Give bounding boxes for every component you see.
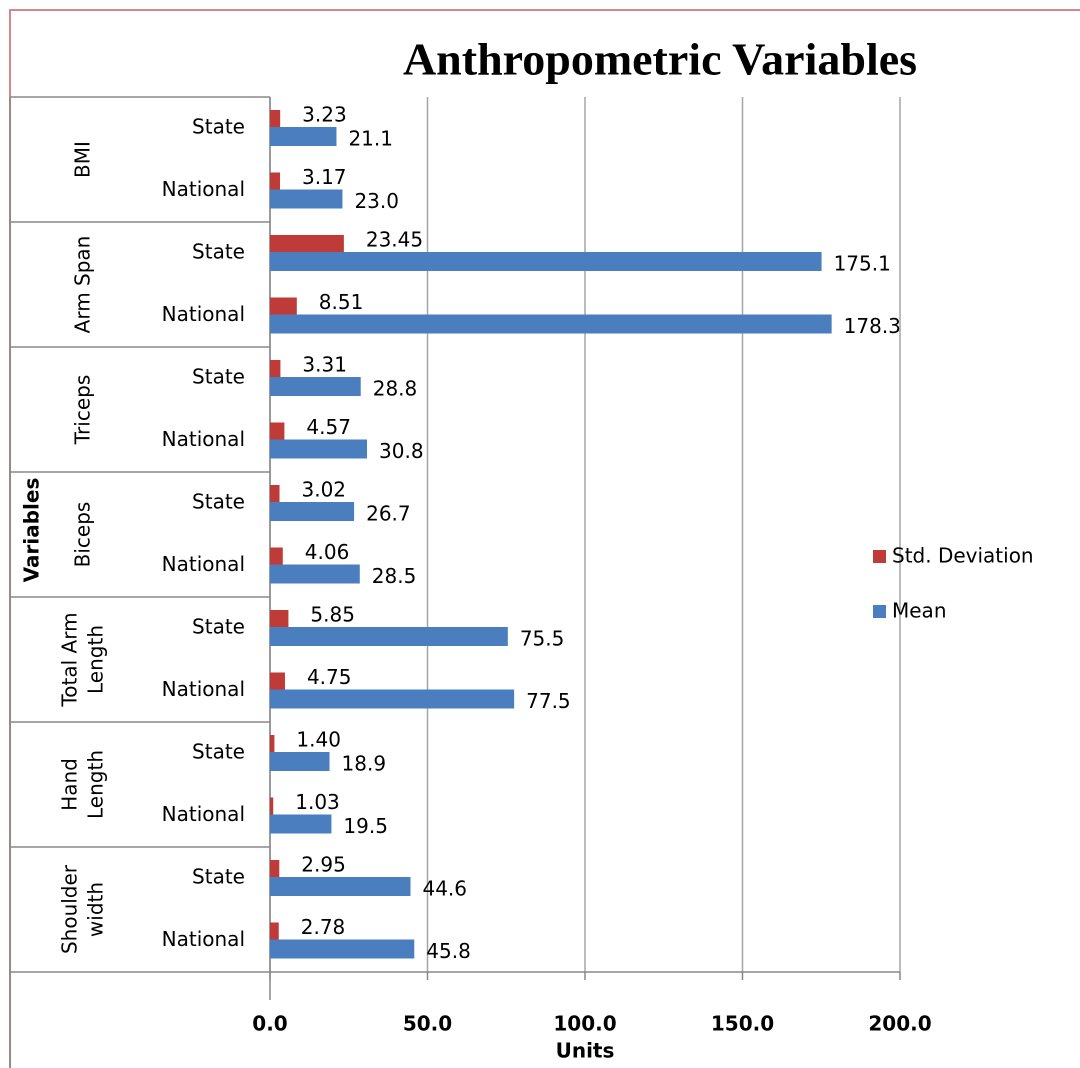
data-label: 30.8 [379, 439, 424, 463]
bar [270, 485, 280, 502]
data-label: 4.57 [306, 415, 351, 439]
bar [270, 297, 297, 315]
group-label: Arm Span [71, 236, 95, 334]
data-label: 3.17 [302, 165, 347, 189]
data-label: 75.5 [520, 627, 565, 651]
bar [270, 547, 283, 565]
data-label: 4.75 [307, 665, 352, 689]
group-label: width [84, 882, 108, 937]
data-label: 4.06 [305, 540, 350, 564]
group-label: BMI [71, 141, 95, 178]
bar [270, 314, 832, 334]
legend-swatch [873, 550, 886, 563]
bar [270, 922, 279, 940]
y-tick-label: State [192, 865, 245, 889]
data-label: 2.78 [301, 915, 346, 939]
data-label: 3.23 [302, 103, 347, 127]
legend-label: Std. Deviation [892, 544, 1034, 568]
bar [270, 189, 343, 209]
y-tick-label: State [192, 490, 245, 514]
data-label: 3.02 [302, 478, 347, 502]
y-tick-label: State [192, 365, 245, 389]
bar [270, 127, 337, 146]
data-label: 19.5 [343, 814, 388, 838]
data-label: 23.0 [354, 189, 399, 213]
bar [270, 439, 368, 459]
bar [270, 797, 274, 815]
y-tick-label: National [162, 427, 245, 451]
data-label: 26.7 [366, 502, 411, 526]
y-tick-label: National [162, 927, 245, 951]
x-tick-label: 200.0 [868, 1012, 931, 1036]
frame [9, 9, 1080, 1068]
x-tick-label: 100.0 [553, 1012, 616, 1036]
y-axis-title: Variables [20, 478, 44, 583]
data-label: 178.3 [844, 314, 901, 338]
data-label: 5.85 [310, 603, 355, 627]
group-label: Length [84, 750, 108, 819]
bar [270, 610, 289, 627]
chart-title: Anthropometric Variables [403, 34, 917, 85]
y-tick-label: State [192, 240, 245, 264]
group-label: Biceps [71, 502, 95, 568]
x-tick-label: 0.0 [252, 1012, 287, 1036]
data-label: 77.5 [526, 689, 571, 713]
y-tick-label: State [192, 115, 245, 139]
bar [270, 814, 332, 834]
y-tick-label: National [162, 302, 245, 326]
group-label: Length [84, 625, 108, 694]
bar [270, 752, 330, 771]
bar [270, 360, 281, 377]
y-tick-label: National [162, 177, 245, 201]
bar [270, 627, 508, 646]
data-label: 28.8 [373, 377, 418, 401]
y-tick-label: State [192, 615, 245, 639]
data-label: 45.8 [426, 939, 471, 963]
legend-label: Mean [892, 599, 947, 623]
bar [270, 172, 280, 190]
group-label: Total Arm [58, 612, 82, 707]
bar [270, 564, 360, 584]
data-label: 18.9 [342, 752, 387, 776]
bar [270, 939, 415, 959]
bar [270, 502, 355, 521]
y-tick-label: National [162, 802, 245, 826]
data-label: 3.31 [302, 353, 347, 377]
legend-swatch [873, 605, 886, 618]
bar [270, 735, 275, 752]
bar [270, 877, 411, 896]
x-tick-label: 50.0 [403, 1012, 452, 1036]
y-tick-label: National [162, 677, 245, 701]
data-label: 175.1 [834, 252, 891, 276]
data-label: 21.1 [348, 127, 393, 151]
y-tick-label: State [192, 740, 245, 764]
data-label: 8.51 [319, 290, 364, 314]
bar [270, 110, 281, 127]
bar [270, 422, 285, 440]
bar [270, 235, 344, 252]
data-label: 23.45 [366, 228, 423, 252]
data-label: 2.95 [301, 853, 346, 877]
x-axis-title: Units [556, 1039, 615, 1063]
bar [270, 252, 822, 271]
group-label: Shoulder [58, 864, 82, 954]
data-label: 28.5 [372, 564, 417, 588]
data-label: 44.6 [422, 877, 467, 901]
y-tick-label: National [162, 552, 245, 576]
bar [270, 860, 280, 877]
data-label: 1.03 [295, 790, 340, 814]
group-label: Hand [58, 758, 82, 811]
bar [270, 672, 285, 690]
data-label: 1.40 [296, 728, 341, 752]
bar [270, 377, 361, 396]
group-label: Triceps [71, 375, 95, 445]
x-tick-label: 150.0 [711, 1012, 774, 1036]
bar [270, 689, 515, 709]
